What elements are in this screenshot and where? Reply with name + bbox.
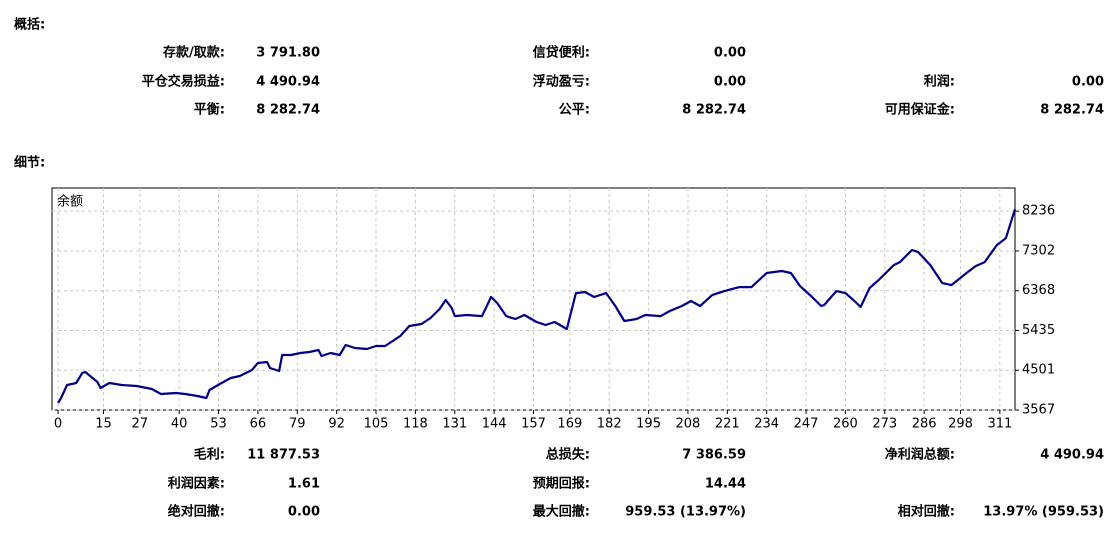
x-tick-label: 105 bbox=[364, 417, 389, 432]
field-value: 0.00 bbox=[714, 75, 746, 90]
x-tick-label: 15 bbox=[95, 417, 112, 432]
x-tick-label: 144 bbox=[482, 417, 507, 432]
y-tick-label: 3567 bbox=[1022, 403, 1055, 418]
field-label: 浮动盈亏: bbox=[533, 74, 590, 90]
y-tick-label: 7302 bbox=[1022, 243, 1055, 258]
x-tick-label: 260 bbox=[833, 417, 858, 432]
field-label: 平衡: bbox=[194, 102, 225, 118]
field-value: 8 282.74 bbox=[682, 103, 746, 118]
x-tick-label: 27 bbox=[132, 417, 149, 432]
details-heading: 细节: bbox=[14, 155, 45, 171]
x-tick-label: 195 bbox=[636, 417, 661, 432]
x-tick-label: 118 bbox=[403, 417, 428, 432]
x-tick-label: 0 bbox=[54, 417, 62, 432]
field-label: 利润因素: bbox=[168, 476, 225, 492]
x-tick-label: 40 bbox=[171, 417, 188, 432]
x-tick-label: 273 bbox=[872, 417, 897, 432]
field-label: 绝对回撤: bbox=[168, 504, 225, 520]
x-tick-label: 208 bbox=[676, 417, 701, 432]
field-value: 959.53 (13.97%) bbox=[625, 505, 746, 520]
x-tick-label: 298 bbox=[948, 417, 973, 432]
balance-line bbox=[57, 208, 1017, 404]
x-tick-label: 286 bbox=[912, 417, 937, 432]
summary-heading: 概括: bbox=[14, 17, 45, 33]
x-tick-label: 311 bbox=[987, 417, 1012, 432]
field-value: 4 490.94 bbox=[1040, 448, 1104, 463]
field-label: 可用保证金: bbox=[885, 102, 955, 118]
field-value: 0.00 bbox=[288, 505, 320, 520]
y-tick-label: 6368 bbox=[1022, 283, 1055, 298]
x-tick-label: 247 bbox=[794, 417, 819, 432]
field-value: 1.61 bbox=[288, 477, 320, 492]
field-label: 平仓交易损益: bbox=[142, 74, 225, 90]
x-tick-label: 169 bbox=[557, 417, 582, 432]
x-tick-label: 79 bbox=[289, 417, 306, 432]
x-tick-label: 182 bbox=[597, 417, 622, 432]
field-label: 相对回撤: bbox=[898, 504, 955, 520]
field-label: 预期回报: bbox=[533, 477, 590, 492]
field-label: 最大回撤: bbox=[533, 504, 590, 520]
field-label: 净利润总额: bbox=[885, 447, 955, 463]
x-tick-label: 234 bbox=[754, 417, 779, 432]
series-label: 余额 bbox=[57, 194, 83, 210]
field-value: 3 791.80 bbox=[256, 46, 320, 61]
field-value: 0.00 bbox=[1072, 75, 1104, 90]
field-value: 7 386.59 bbox=[682, 448, 746, 463]
x-tick-label: 131 bbox=[442, 417, 467, 432]
field-label: 信贷便利: bbox=[533, 45, 590, 61]
x-tick-label: 92 bbox=[328, 417, 345, 432]
field-value: 11 877.53 bbox=[247, 448, 320, 463]
y-tick-label: 4501 bbox=[1022, 363, 1055, 378]
field-label: 总损失: bbox=[546, 447, 590, 463]
x-tick-label: 221 bbox=[715, 417, 740, 432]
field-label: 利润: bbox=[924, 74, 955, 90]
x-tick-label: 157 bbox=[521, 417, 546, 432]
x-tick-label: 53 bbox=[210, 417, 227, 432]
field-value: 8 282.74 bbox=[1040, 103, 1104, 118]
field-value: 4 490.94 bbox=[256, 75, 320, 90]
field-label: 公平: bbox=[559, 103, 590, 118]
y-tick-label: 5435 bbox=[1022, 323, 1055, 338]
field-label: 存款/取款: bbox=[163, 45, 225, 61]
field-label: 毛利: bbox=[194, 447, 225, 463]
field-value: 13.97% (959.53) bbox=[983, 505, 1104, 520]
field-value: 14.44 bbox=[705, 477, 746, 492]
x-tick-label: 66 bbox=[250, 417, 267, 432]
y-tick-label: 8236 bbox=[1022, 204, 1055, 219]
field-value: 0.00 bbox=[714, 46, 746, 61]
field-value: 8 282.74 bbox=[256, 103, 320, 118]
